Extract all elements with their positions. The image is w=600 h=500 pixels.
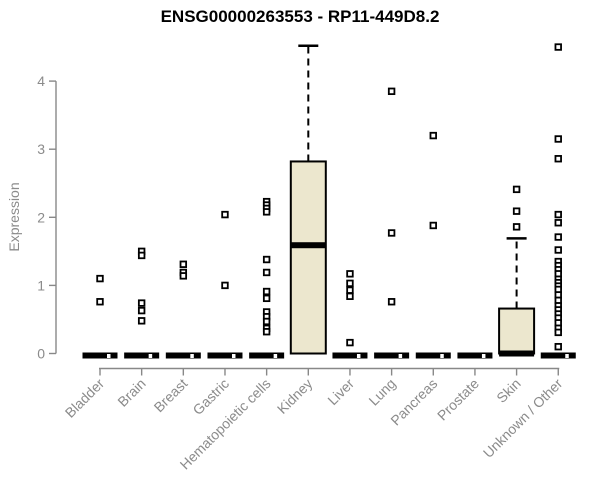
data-point-lung xyxy=(387,229,396,237)
zero-point-notch-unknown-other xyxy=(565,354,569,358)
data-point-hematopoietic-cells xyxy=(262,268,271,277)
data-point-unknown-other xyxy=(554,135,562,143)
data-point-liver xyxy=(346,270,354,278)
data-point-hematopoietic-cells xyxy=(262,328,271,336)
data-point-unknown-other xyxy=(554,219,562,227)
median-line-kidney xyxy=(290,242,326,249)
x-category-label: Lung xyxy=(365,375,398,408)
zero-point-notch-pancreas xyxy=(440,354,444,358)
data-point-lung xyxy=(387,87,396,96)
x-category-label: Prostate xyxy=(434,375,482,423)
zero-point-notch-hematopoietic-cells xyxy=(273,354,278,358)
x-category-label: Brain xyxy=(114,375,148,409)
data-point-unknown-other xyxy=(554,210,562,219)
zero-bar-bladder xyxy=(82,352,118,359)
data-point-skin xyxy=(512,223,521,231)
data-point-brain xyxy=(137,299,146,307)
zero-point-notch-gastric xyxy=(231,354,236,358)
y-tick-label: 3 xyxy=(37,141,45,157)
zero-point-notch-liver xyxy=(356,354,361,358)
x-category-label: Breast xyxy=(151,375,191,415)
median-line-skin xyxy=(499,350,535,357)
data-point-bladder xyxy=(96,274,104,283)
zero-point-notch-prostate xyxy=(481,354,486,358)
zero-bar-prostate xyxy=(457,352,493,359)
data-point-unknown-other xyxy=(554,246,562,254)
data-point-pancreas xyxy=(429,131,437,140)
data-point-hematopoietic-cells xyxy=(262,208,271,216)
x-category-label: Unknown / Other xyxy=(480,375,566,461)
data-point-breast xyxy=(179,260,188,268)
x-category-label: Kidney xyxy=(274,375,316,417)
data-point-liver xyxy=(346,279,354,288)
zero-point-notch-breast xyxy=(190,354,194,358)
x-category-label: Liver xyxy=(324,375,357,408)
data-point-brain xyxy=(137,306,146,315)
data-point-unknown-other xyxy=(554,43,562,51)
zero-bar-pancreas xyxy=(415,352,451,359)
data-point-skin xyxy=(512,207,521,215)
data-point-gastric xyxy=(221,210,229,219)
zero-bar-unknown-other xyxy=(540,352,576,359)
zero-point-notch-lung xyxy=(398,354,403,358)
data-point-liver xyxy=(346,292,354,300)
chart-title: ENSG00000263553 - RP11-449D8.2 xyxy=(160,7,440,26)
data-point-hematopoietic-cells xyxy=(262,255,271,264)
data-point-hematopoietic-cells xyxy=(262,317,271,326)
data-point-brain xyxy=(137,317,146,325)
data-point-hematopoietic-cells xyxy=(262,287,271,296)
data-point-bladder xyxy=(96,298,104,306)
data-point-skin xyxy=(512,185,521,194)
box-kidney xyxy=(289,160,327,355)
data-point-pancreas xyxy=(429,221,437,230)
y-tick-label: 4 xyxy=(37,73,45,89)
zero-bar-hematopoietic-cells xyxy=(249,352,285,359)
zero-bar-gastric xyxy=(207,352,243,359)
y-tick-label: 2 xyxy=(37,209,45,225)
data-point-hematopoietic-cells xyxy=(262,294,271,303)
x-category-label: Skin xyxy=(493,375,524,406)
data-point-liver xyxy=(346,286,354,294)
data-point-unknown-other xyxy=(554,328,562,337)
data-point-breast xyxy=(179,272,188,280)
data-point-unknown-other xyxy=(554,233,562,241)
data-point-gastric xyxy=(221,281,229,290)
zero-bar-brain xyxy=(124,352,160,359)
y-tick-label: 0 xyxy=(37,346,45,362)
data-point-brain xyxy=(137,251,146,260)
data-point-lung xyxy=(387,298,396,306)
zero-bar-lung xyxy=(374,352,410,359)
y-tick-label: 1 xyxy=(37,277,45,293)
zero-point-notch-brain xyxy=(148,354,153,358)
data-point-unknown-other xyxy=(554,342,562,351)
box-skin xyxy=(498,307,536,355)
zero-point-notch-bladder xyxy=(107,354,111,358)
data-point-liver xyxy=(346,338,354,347)
zero-bar-liver xyxy=(332,352,368,359)
zero-bar-breast xyxy=(165,352,201,359)
data-point-unknown-other xyxy=(554,155,562,163)
x-category-label: Bladder xyxy=(62,375,108,421)
